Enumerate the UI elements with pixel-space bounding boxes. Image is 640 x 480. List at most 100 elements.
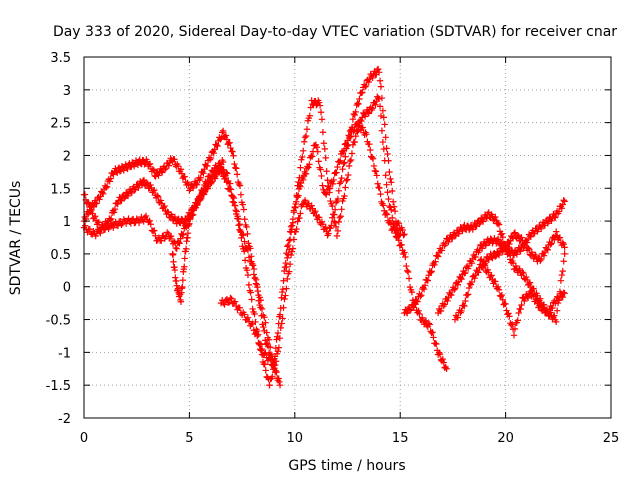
data-point <box>152 232 159 239</box>
y-tick-label: 1 <box>63 215 71 230</box>
data-point <box>552 214 559 221</box>
data-point <box>363 130 370 138</box>
data-point <box>559 239 566 246</box>
data-point <box>263 340 271 347</box>
data-point <box>149 165 157 173</box>
data-point <box>302 132 310 140</box>
data-point <box>474 268 481 275</box>
data-point <box>143 179 150 186</box>
data-point <box>200 170 207 177</box>
data-point <box>122 193 129 201</box>
data-point <box>523 273 530 281</box>
data-point <box>261 314 268 321</box>
data-point <box>256 341 263 348</box>
data-point <box>463 291 471 299</box>
data-point <box>192 180 200 188</box>
data-point <box>318 116 326 123</box>
data-point <box>461 302 468 310</box>
data-point <box>365 110 373 117</box>
data-point <box>236 182 244 189</box>
data-point <box>367 146 374 154</box>
data-point <box>281 295 288 303</box>
data-point <box>316 102 324 109</box>
data-point <box>333 169 340 176</box>
y-tick-label: 2.5 <box>50 117 71 132</box>
data-point <box>265 336 273 343</box>
data-point <box>339 165 346 173</box>
y-tick-label: 0.5 <box>50 248 71 263</box>
data-point <box>502 245 509 253</box>
data-point <box>154 193 162 200</box>
data-point <box>379 138 387 146</box>
data-point <box>252 329 260 337</box>
data-point <box>335 187 343 195</box>
data-point <box>391 224 399 232</box>
x-tick-label: 25 <box>603 431 620 446</box>
data-point <box>382 172 389 179</box>
data-point <box>140 218 147 225</box>
data-point <box>329 202 336 210</box>
data-point <box>286 236 294 243</box>
data-point <box>284 243 291 250</box>
data-point <box>404 310 411 317</box>
data-point <box>552 318 560 326</box>
data-point <box>368 154 376 161</box>
data-point <box>313 144 321 151</box>
data-point <box>382 210 390 217</box>
data-point <box>514 232 521 239</box>
data-point <box>296 214 303 222</box>
series-track-g <box>283 93 450 372</box>
data-point <box>267 344 274 351</box>
data-point <box>327 197 334 205</box>
data-point <box>361 113 369 120</box>
data-point <box>493 252 500 259</box>
data-point <box>308 153 316 160</box>
data-point <box>319 129 327 136</box>
data-point <box>349 115 357 123</box>
data-point <box>479 218 487 225</box>
data-point <box>241 238 248 245</box>
data-point <box>285 237 293 244</box>
data-point <box>189 184 197 192</box>
data-point <box>181 255 188 262</box>
data-point <box>235 215 242 223</box>
series-track-b <box>80 163 273 389</box>
data-point <box>312 207 319 215</box>
data-point <box>244 246 252 254</box>
data-point <box>184 229 192 237</box>
data-point <box>388 206 395 214</box>
x-tick-label: 10 <box>287 431 304 446</box>
data-point <box>157 197 165 204</box>
data-point <box>260 323 267 331</box>
data-point <box>240 206 247 213</box>
data-point <box>548 240 555 247</box>
data-point <box>555 208 563 215</box>
data-point <box>374 180 381 187</box>
data-point <box>558 205 566 212</box>
data-point <box>171 266 179 274</box>
data-point <box>538 256 545 263</box>
data-point <box>347 156 355 164</box>
data-point <box>454 281 462 288</box>
data-point <box>101 226 109 233</box>
data-point <box>153 192 161 199</box>
data-point <box>545 310 552 318</box>
data-point <box>318 172 325 180</box>
data-point <box>351 111 358 119</box>
data-point <box>270 366 277 373</box>
data-point <box>387 175 394 183</box>
data-point <box>258 345 266 353</box>
data-point <box>244 314 252 321</box>
data-point <box>331 219 339 227</box>
data-point <box>219 158 227 166</box>
data-point <box>324 177 331 184</box>
data-point <box>297 164 304 171</box>
data-point <box>408 288 416 296</box>
data-point <box>251 275 259 282</box>
data-point <box>438 247 446 254</box>
data-point <box>97 229 104 237</box>
data-point <box>244 271 252 279</box>
data-point <box>492 213 499 221</box>
data-point <box>509 259 517 267</box>
data-point <box>561 244 568 251</box>
